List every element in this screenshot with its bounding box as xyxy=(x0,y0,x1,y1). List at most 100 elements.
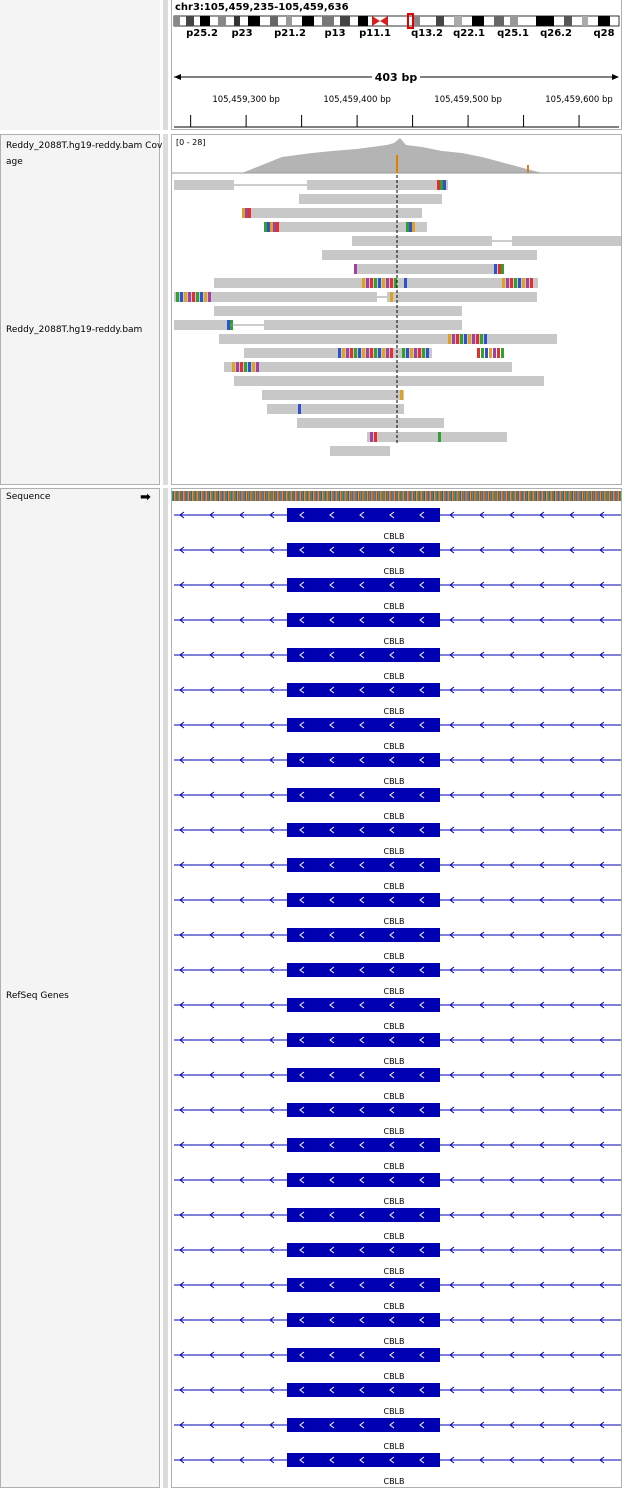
strand-chevron-icon xyxy=(299,1386,305,1394)
sequence-base xyxy=(596,491,598,501)
strand-chevron-icon xyxy=(539,1456,545,1464)
strand-chevron-icon xyxy=(389,1281,395,1289)
gene-name-label: CBLB xyxy=(383,637,404,646)
strand-chevron-icon xyxy=(479,1176,485,1184)
strand-chevron-icon xyxy=(209,546,215,554)
sequence-base xyxy=(454,491,456,501)
strand-chevron-icon xyxy=(389,686,395,694)
coverage-track-name[interactable]: Reddy_2088T.hg19-reddy.bam Cov xyxy=(6,141,163,151)
sequence-track-name[interactable]: Sequence xyxy=(6,492,51,502)
strand-chevron-icon xyxy=(179,616,185,624)
sequence-base xyxy=(598,491,600,501)
strand-chevron-icon xyxy=(299,1071,305,1079)
sequence-base xyxy=(584,491,586,501)
strand-chevron-icon xyxy=(539,1071,545,1079)
strand-chevron-icon xyxy=(479,511,485,519)
gene-name-label: CBLB xyxy=(383,567,404,576)
strand-chevron-icon xyxy=(479,1386,485,1394)
strand-chevron-icon xyxy=(359,616,365,624)
strand-chevron-icon xyxy=(179,791,185,799)
strand-chevron-icon xyxy=(569,1421,575,1429)
sequence-base xyxy=(256,491,258,501)
strand-chevron-icon xyxy=(389,861,395,869)
strand-chevron-icon xyxy=(269,616,275,624)
strand-chevron-icon xyxy=(449,1071,455,1079)
sequence-base xyxy=(387,491,389,501)
strand-chevron-icon xyxy=(239,511,245,519)
sequence-base xyxy=(355,491,357,501)
sequence-base xyxy=(457,491,459,501)
sequence-base xyxy=(487,491,490,501)
sequence-base xyxy=(606,491,608,501)
cytoband xyxy=(598,16,610,26)
read-mismatch xyxy=(244,362,247,372)
read-mismatch xyxy=(184,292,187,302)
strand-chevron-icon xyxy=(569,1316,575,1324)
sequence-base xyxy=(572,491,575,501)
cytoband xyxy=(234,16,240,26)
alignment-track-name[interactable]: Reddy_2088T.hg19-reddy.bam xyxy=(6,325,143,335)
strand-chevron-icon xyxy=(389,1036,395,1044)
refseq-track-name[interactable]: RefSeq Genes xyxy=(6,991,69,1001)
strand-chevron-icon xyxy=(509,721,515,729)
alignment-svg[interactable]: [0 - 28] xyxy=(172,135,622,485)
strand-chevron-icon xyxy=(299,756,305,764)
sequence-base xyxy=(318,491,320,501)
feature-track-data-panel[interactable]: CBLB CBLB CBLB CBLB CBLB CBLB CBLB CBLB CBLB CBLB… xyxy=(171,488,622,1488)
bam-track-gutter xyxy=(163,134,168,485)
strand-chevron-icon xyxy=(359,1071,365,1079)
read-mismatch xyxy=(494,264,497,274)
strand-chevron-icon xyxy=(479,1141,485,1149)
sequence-base xyxy=(443,491,445,501)
ideogram-ruler-svg[interactable]: p25.2 p23 p21.2 p13 p11.1 q13.2 q22.1 q25.1 q26.… xyxy=(172,0,622,130)
sequence-base xyxy=(437,491,439,501)
coverage-track-name-wrap[interactable]: age xyxy=(6,157,23,167)
strand-chevron-icon xyxy=(239,616,245,624)
sequence-base xyxy=(366,491,369,501)
strand-chevron-icon xyxy=(179,1211,185,1219)
feature-svg[interactable]: CBLB CBLB CBLB CBLB CBLB CBLB CBLB CBLB CBLB CBLB… xyxy=(172,489,622,1488)
strand-chevron-icon xyxy=(419,721,425,729)
sequence-base xyxy=(612,491,614,501)
strand-arrow-icon[interactable]: ➡ xyxy=(140,490,151,505)
sequence-base xyxy=(342,491,344,501)
bam-track-data-panel[interactable]: [0 - 28] xyxy=(171,134,622,485)
strand-chevron-icon xyxy=(509,826,515,834)
sequence-base xyxy=(406,491,408,501)
read-mismatch xyxy=(374,278,377,288)
sequence-base xyxy=(506,491,509,501)
strand-chevron-icon xyxy=(569,1386,575,1394)
sequence-base xyxy=(609,491,612,501)
sequence-base xyxy=(449,491,451,501)
strand-chevron-icon xyxy=(389,651,395,659)
strand-chevron-icon xyxy=(509,896,515,904)
sequence-base xyxy=(604,491,606,501)
strand-chevron-icon xyxy=(329,1176,335,1184)
sequence-base xyxy=(322,491,324,501)
strand-chevron-icon xyxy=(479,896,485,904)
strand-chevron-icon xyxy=(299,931,305,939)
strand-chevron-icon xyxy=(419,1036,425,1044)
strand-chevron-icon xyxy=(389,721,395,729)
gene-name-label: CBLB xyxy=(383,987,404,996)
sequence-base xyxy=(301,491,304,501)
strand-chevron-icon xyxy=(389,1211,395,1219)
strand-chevron-icon xyxy=(209,756,215,764)
sequence-base xyxy=(271,491,273,501)
sequence-base xyxy=(208,491,211,501)
sequence-base xyxy=(552,491,554,501)
sequence-base xyxy=(539,491,541,501)
strand-chevron-icon xyxy=(569,1281,575,1289)
sequence-track xyxy=(172,491,621,501)
strand-chevron-icon xyxy=(269,721,275,729)
sequence-base xyxy=(224,491,226,501)
strand-chevron-icon xyxy=(599,1071,605,1079)
sequence-base xyxy=(514,491,516,501)
sequence-base xyxy=(520,491,522,501)
sequence-base xyxy=(260,491,262,501)
sequence-base xyxy=(307,491,309,501)
strand-chevron-icon xyxy=(449,1001,455,1009)
strand-chevron-icon xyxy=(299,511,305,519)
sequence-base xyxy=(229,491,231,501)
sequence-base xyxy=(206,491,208,501)
